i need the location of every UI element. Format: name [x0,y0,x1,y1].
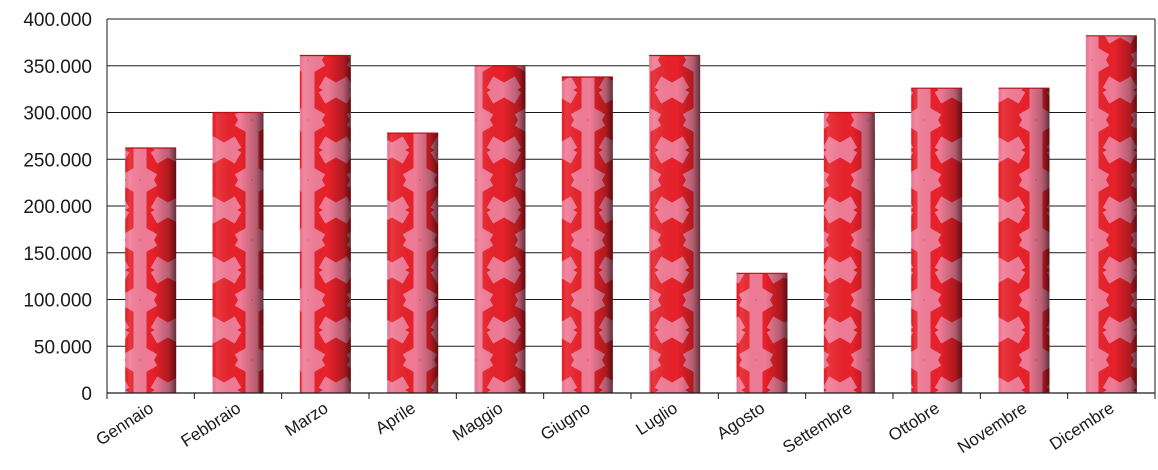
x-category-label: Settembre [779,398,855,457]
x-category-label: Novembre [954,398,1030,457]
bar-febbraio [212,111,264,393]
bar-ottobre [911,87,963,393]
bar-shading [736,273,788,393]
bar-shading [474,65,526,393]
x-category-label: Gennaio [93,398,157,449]
y-axis-tick-labels: 0 50.000 100.000 150.000 200.000 250.000 300.0… [23,10,92,405]
y-tick-label: 300.000 [23,104,92,125]
y-tick-label: 0 [81,384,92,405]
y-tick-label: 250.000 [23,150,92,171]
x-category-label: Maggio [449,398,506,444]
bars [125,35,1137,394]
bar-marzo [299,54,351,394]
bar-shading [998,88,1050,393]
bar-giugno [561,76,613,393]
bar-dicembre [1085,35,1137,393]
gridlines [107,18,1155,347]
x-category-label: Aprile [372,398,419,438]
y-tick-label: 100.000 [23,291,92,312]
bar-novembre [998,87,1050,393]
y-tick-label: 150.000 [23,244,92,265]
bar-shading [649,55,701,394]
y-tick-label: 350.000 [23,57,92,78]
bar-agosto [736,272,788,393]
bar-maggio [474,65,526,393]
y-tick-label: 200.000 [23,197,92,218]
bar-shading [561,76,613,393]
bar-shading [823,112,875,393]
bar-settembre [823,111,875,393]
x-category-label: Ottobre [885,398,943,445]
bar-aprile [387,132,439,393]
bar-shading [212,112,264,393]
x-category-label: Luglio [632,398,680,439]
x-category-label: Agosto [713,398,768,443]
y-tick-label: 400.000 [23,10,92,31]
bar-luglio [649,54,701,394]
bar-shading [1085,35,1137,393]
bar-shading [911,88,963,393]
x-category-label: Febbraio [178,398,245,450]
bar-shading [299,55,351,394]
x-axis-category-labels: Gennaio Febbraio Marzo Aprile Maggio Giugno Lu… [93,398,1118,457]
x-category-label: Dicembre [1046,398,1117,454]
x-category-label: Giugno [537,398,593,444]
bar-shading [125,148,177,393]
bar-shading [387,133,439,393]
axes [106,18,1156,399]
x-category-label: Marzo [282,398,332,440]
y-tick-label: 50.000 [34,337,92,358]
bar-gennaio [125,147,177,393]
